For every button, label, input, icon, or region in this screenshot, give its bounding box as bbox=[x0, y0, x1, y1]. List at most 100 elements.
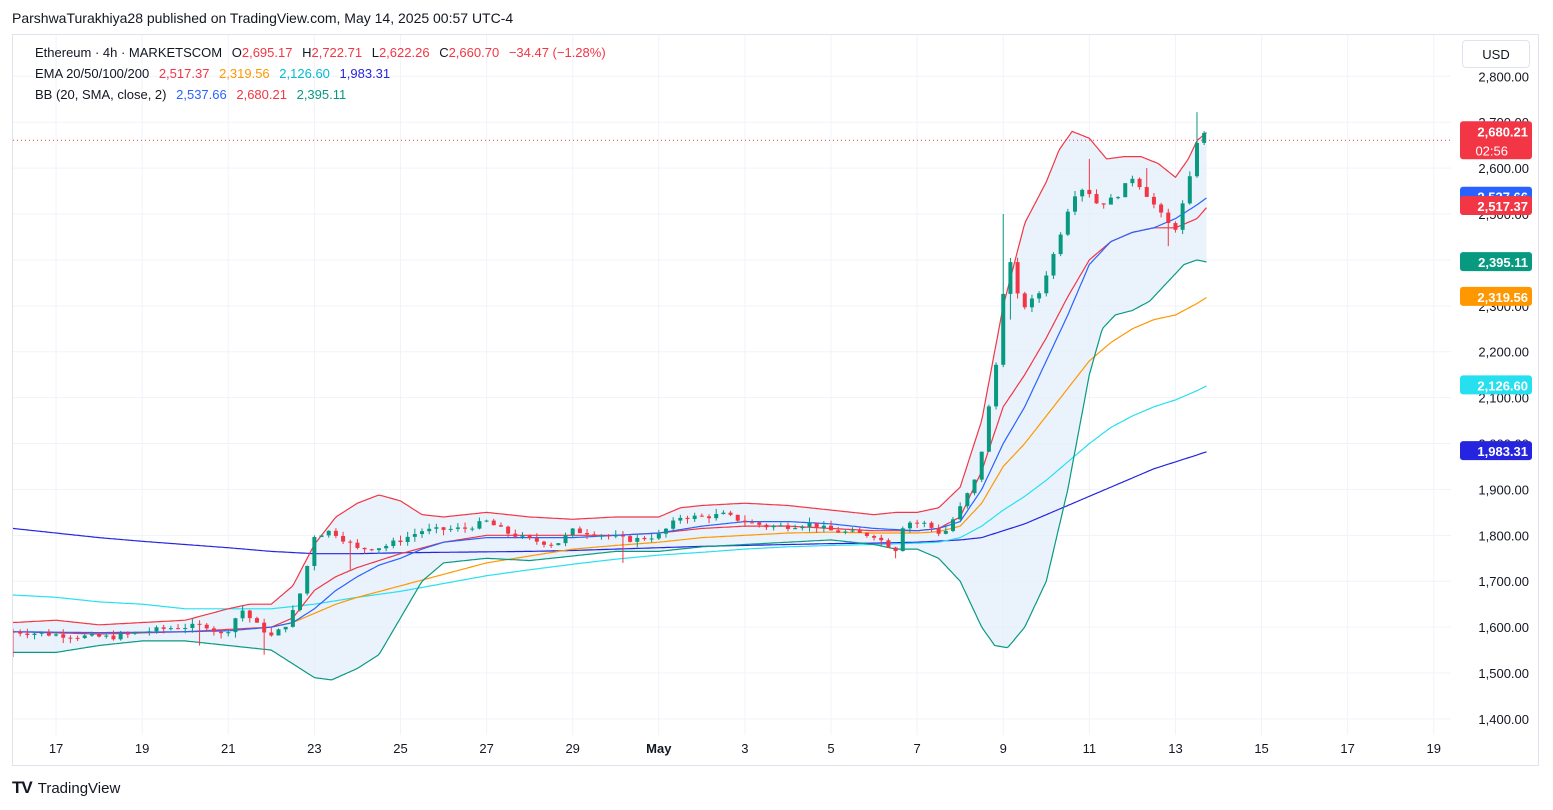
ema200-tag: 1,983.31 bbox=[1460, 441, 1532, 461]
bb-upper-line bbox=[13, 130, 1207, 626]
candle-body bbox=[728, 512, 733, 515]
candle bbox=[1159, 202, 1164, 218]
candle bbox=[39, 632, 44, 637]
candle bbox=[958, 502, 963, 521]
candle-body bbox=[613, 535, 618, 537]
candle-body bbox=[592, 534, 597, 536]
candle bbox=[800, 525, 805, 531]
candle-body bbox=[527, 535, 532, 539]
candle bbox=[520, 532, 525, 539]
candle bbox=[843, 529, 848, 535]
candle bbox=[951, 516, 956, 533]
candle-body bbox=[692, 515, 697, 520]
published-header: ParshwaTurakhiya28 published on TradingV… bbox=[12, 10, 514, 26]
price-tag-bg bbox=[1460, 196, 1532, 216]
symbol-label[interactable]: Ethereum · 4h · MARKETSCOM bbox=[35, 45, 223, 60]
candle-body bbox=[1001, 293, 1006, 365]
candle-body bbox=[1123, 183, 1128, 198]
candle bbox=[233, 617, 238, 638]
candle bbox=[721, 510, 726, 515]
candle-body bbox=[46, 632, 51, 636]
bb-label[interactable]: BB (20, SMA, close, 2) bbox=[35, 87, 167, 102]
candle bbox=[427, 523, 432, 535]
candle-body bbox=[563, 535, 568, 544]
candle-body bbox=[1087, 189, 1092, 195]
y-tick-label: 1,600.00 bbox=[1478, 620, 1529, 635]
candle-body bbox=[176, 628, 181, 630]
candle bbox=[628, 534, 633, 543]
candle-body bbox=[721, 512, 726, 515]
candle bbox=[247, 609, 252, 623]
currency-button[interactable]: USD bbox=[1462, 40, 1530, 68]
candle bbox=[1116, 196, 1121, 200]
candle-body bbox=[168, 628, 173, 630]
candle-body bbox=[965, 493, 970, 507]
candle bbox=[807, 517, 812, 532]
candle-body bbox=[556, 543, 561, 546]
candle bbox=[879, 534, 884, 546]
candle-body bbox=[391, 540, 396, 546]
candle bbox=[936, 524, 941, 537]
candle bbox=[441, 526, 446, 536]
x-tick-label: 17 bbox=[1340, 741, 1354, 756]
x-tick-label: 29 bbox=[565, 741, 579, 756]
ema-label[interactable]: EMA 20/50/100/200 bbox=[35, 66, 150, 81]
bb-lower-value: 2,395.11 bbox=[296, 87, 347, 102]
x-tick-label: 19 bbox=[135, 741, 149, 756]
candle-body bbox=[606, 535, 611, 537]
candle bbox=[125, 631, 130, 638]
candle-body bbox=[1151, 196, 1156, 205]
candle bbox=[1072, 190, 1077, 216]
candle bbox=[82, 634, 87, 639]
candle-body bbox=[1080, 189, 1085, 197]
candle bbox=[728, 510, 733, 517]
price-chart[interactable]: 1,400.00 1,500.00 1,600.00 1,700.00 1,800.00… bbox=[13, 35, 1540, 767]
candle bbox=[97, 632, 102, 638]
candle bbox=[1123, 183, 1128, 198]
candle-body bbox=[900, 528, 905, 552]
candle-body bbox=[936, 527, 941, 534]
candle-body bbox=[68, 637, 73, 639]
candle-body bbox=[1166, 212, 1171, 224]
low-value: 2,622.26 bbox=[378, 45, 430, 60]
candle bbox=[341, 531, 346, 545]
candle bbox=[599, 534, 604, 540]
open-value: 2,695.17 bbox=[241, 45, 293, 60]
candle bbox=[219, 630, 224, 639]
candle bbox=[506, 525, 511, 538]
candle bbox=[448, 525, 453, 533]
candle bbox=[929, 521, 934, 533]
ema200-value: 1,983.31 bbox=[339, 66, 391, 81]
candle-body bbox=[219, 631, 224, 634]
candle-body bbox=[1072, 196, 1077, 212]
candle-body bbox=[1108, 197, 1113, 205]
candle-body bbox=[735, 514, 740, 521]
candle-body bbox=[326, 530, 331, 536]
candle-body bbox=[405, 536, 410, 543]
candle-body bbox=[757, 522, 762, 525]
x-tick-label: 3 bbox=[741, 741, 748, 756]
candle-body bbox=[147, 631, 152, 633]
candle-body bbox=[211, 628, 216, 632]
y-tick-label: 1,500.00 bbox=[1478, 666, 1529, 681]
change-value: −34.47 (−1.28%) bbox=[508, 45, 606, 60]
candle-body bbox=[649, 538, 654, 540]
candle-body bbox=[742, 520, 747, 523]
candle bbox=[592, 531, 597, 538]
price-tag-label: 2,395.11 bbox=[1478, 255, 1528, 270]
candle-body bbox=[161, 627, 166, 629]
y-tick-label: 1,400.00 bbox=[1478, 712, 1529, 727]
candle-body bbox=[513, 533, 518, 537]
candle-body bbox=[498, 525, 503, 527]
candle bbox=[111, 630, 116, 641]
candle-body bbox=[663, 528, 668, 534]
ema100-value: 2,126.60 bbox=[279, 66, 330, 81]
price-tag-bg bbox=[1460, 441, 1532, 461]
candle-body bbox=[907, 522, 912, 529]
candle-body bbox=[254, 618, 259, 623]
candle-body bbox=[843, 531, 848, 533]
candle-body bbox=[958, 506, 963, 520]
x-tick-label: 27 bbox=[479, 741, 493, 756]
candle bbox=[46, 629, 51, 637]
close-value: 2,660.70 bbox=[448, 45, 500, 60]
